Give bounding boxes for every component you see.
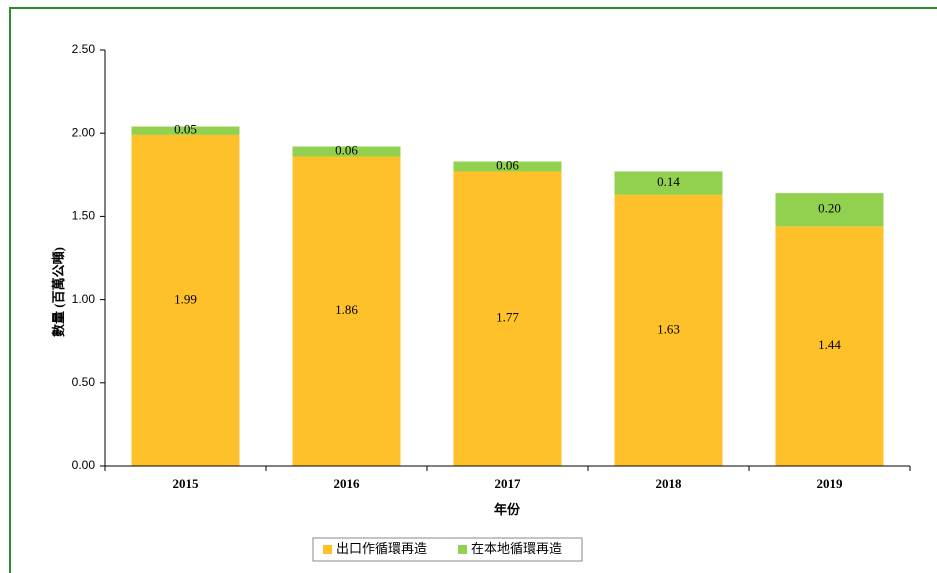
legend-swatch [458, 545, 467, 554]
bar-segment [131, 134, 240, 466]
bar-segment [614, 171, 723, 195]
bar-segment [292, 146, 401, 157]
x-tick-label: 2019 [817, 476, 844, 491]
x-axis-label: 年份 [494, 502, 521, 517]
data-label: 1.86 [335, 302, 358, 317]
y-tick-label: 1.50 [72, 209, 96, 223]
x-tick-label: 2015 [173, 476, 200, 491]
bar-segment [453, 161, 562, 172]
bar-segment [453, 171, 562, 467]
data-label: 0.20 [818, 201, 841, 216]
legend-box [312, 537, 583, 562]
y-tick-label: 0.50 [72, 375, 96, 389]
bar-segment [775, 226, 884, 466]
legend-label: 出口作循環再造 [336, 541, 427, 556]
data-label: 1.99 [174, 291, 197, 306]
data-label: 0.14 [657, 174, 680, 189]
y-tick-label: 1.00 [72, 292, 96, 306]
legend-swatch [323, 545, 332, 554]
x-tick-label: 2016 [334, 476, 361, 491]
data-label: 1.44 [818, 337, 841, 352]
bar-segment [131, 126, 240, 135]
frame [9, 7, 937, 573]
x-tick-label: 2018 [656, 476, 683, 491]
y-tick-label: 0.00 [72, 458, 96, 472]
data-label: 0.06 [335, 142, 358, 157]
data-label: 0.06 [496, 157, 519, 172]
legend-label: 在本地循環再造 [471, 541, 562, 556]
y-tick-label: 2.50 [72, 42, 96, 56]
data-label: 0.05 [174, 122, 197, 137]
data-label: 1.77 [496, 310, 519, 325]
bar-segment [775, 193, 884, 227]
y-axis-label: 數量 (百萬公噸) [51, 247, 66, 337]
bar-segment [614, 194, 723, 466]
bar-segment [292, 156, 401, 466]
data-label: 1.63 [657, 321, 680, 336]
y-tick-label: 2.00 [72, 125, 96, 139]
x-tick-label: 2017 [495, 476, 522, 491]
